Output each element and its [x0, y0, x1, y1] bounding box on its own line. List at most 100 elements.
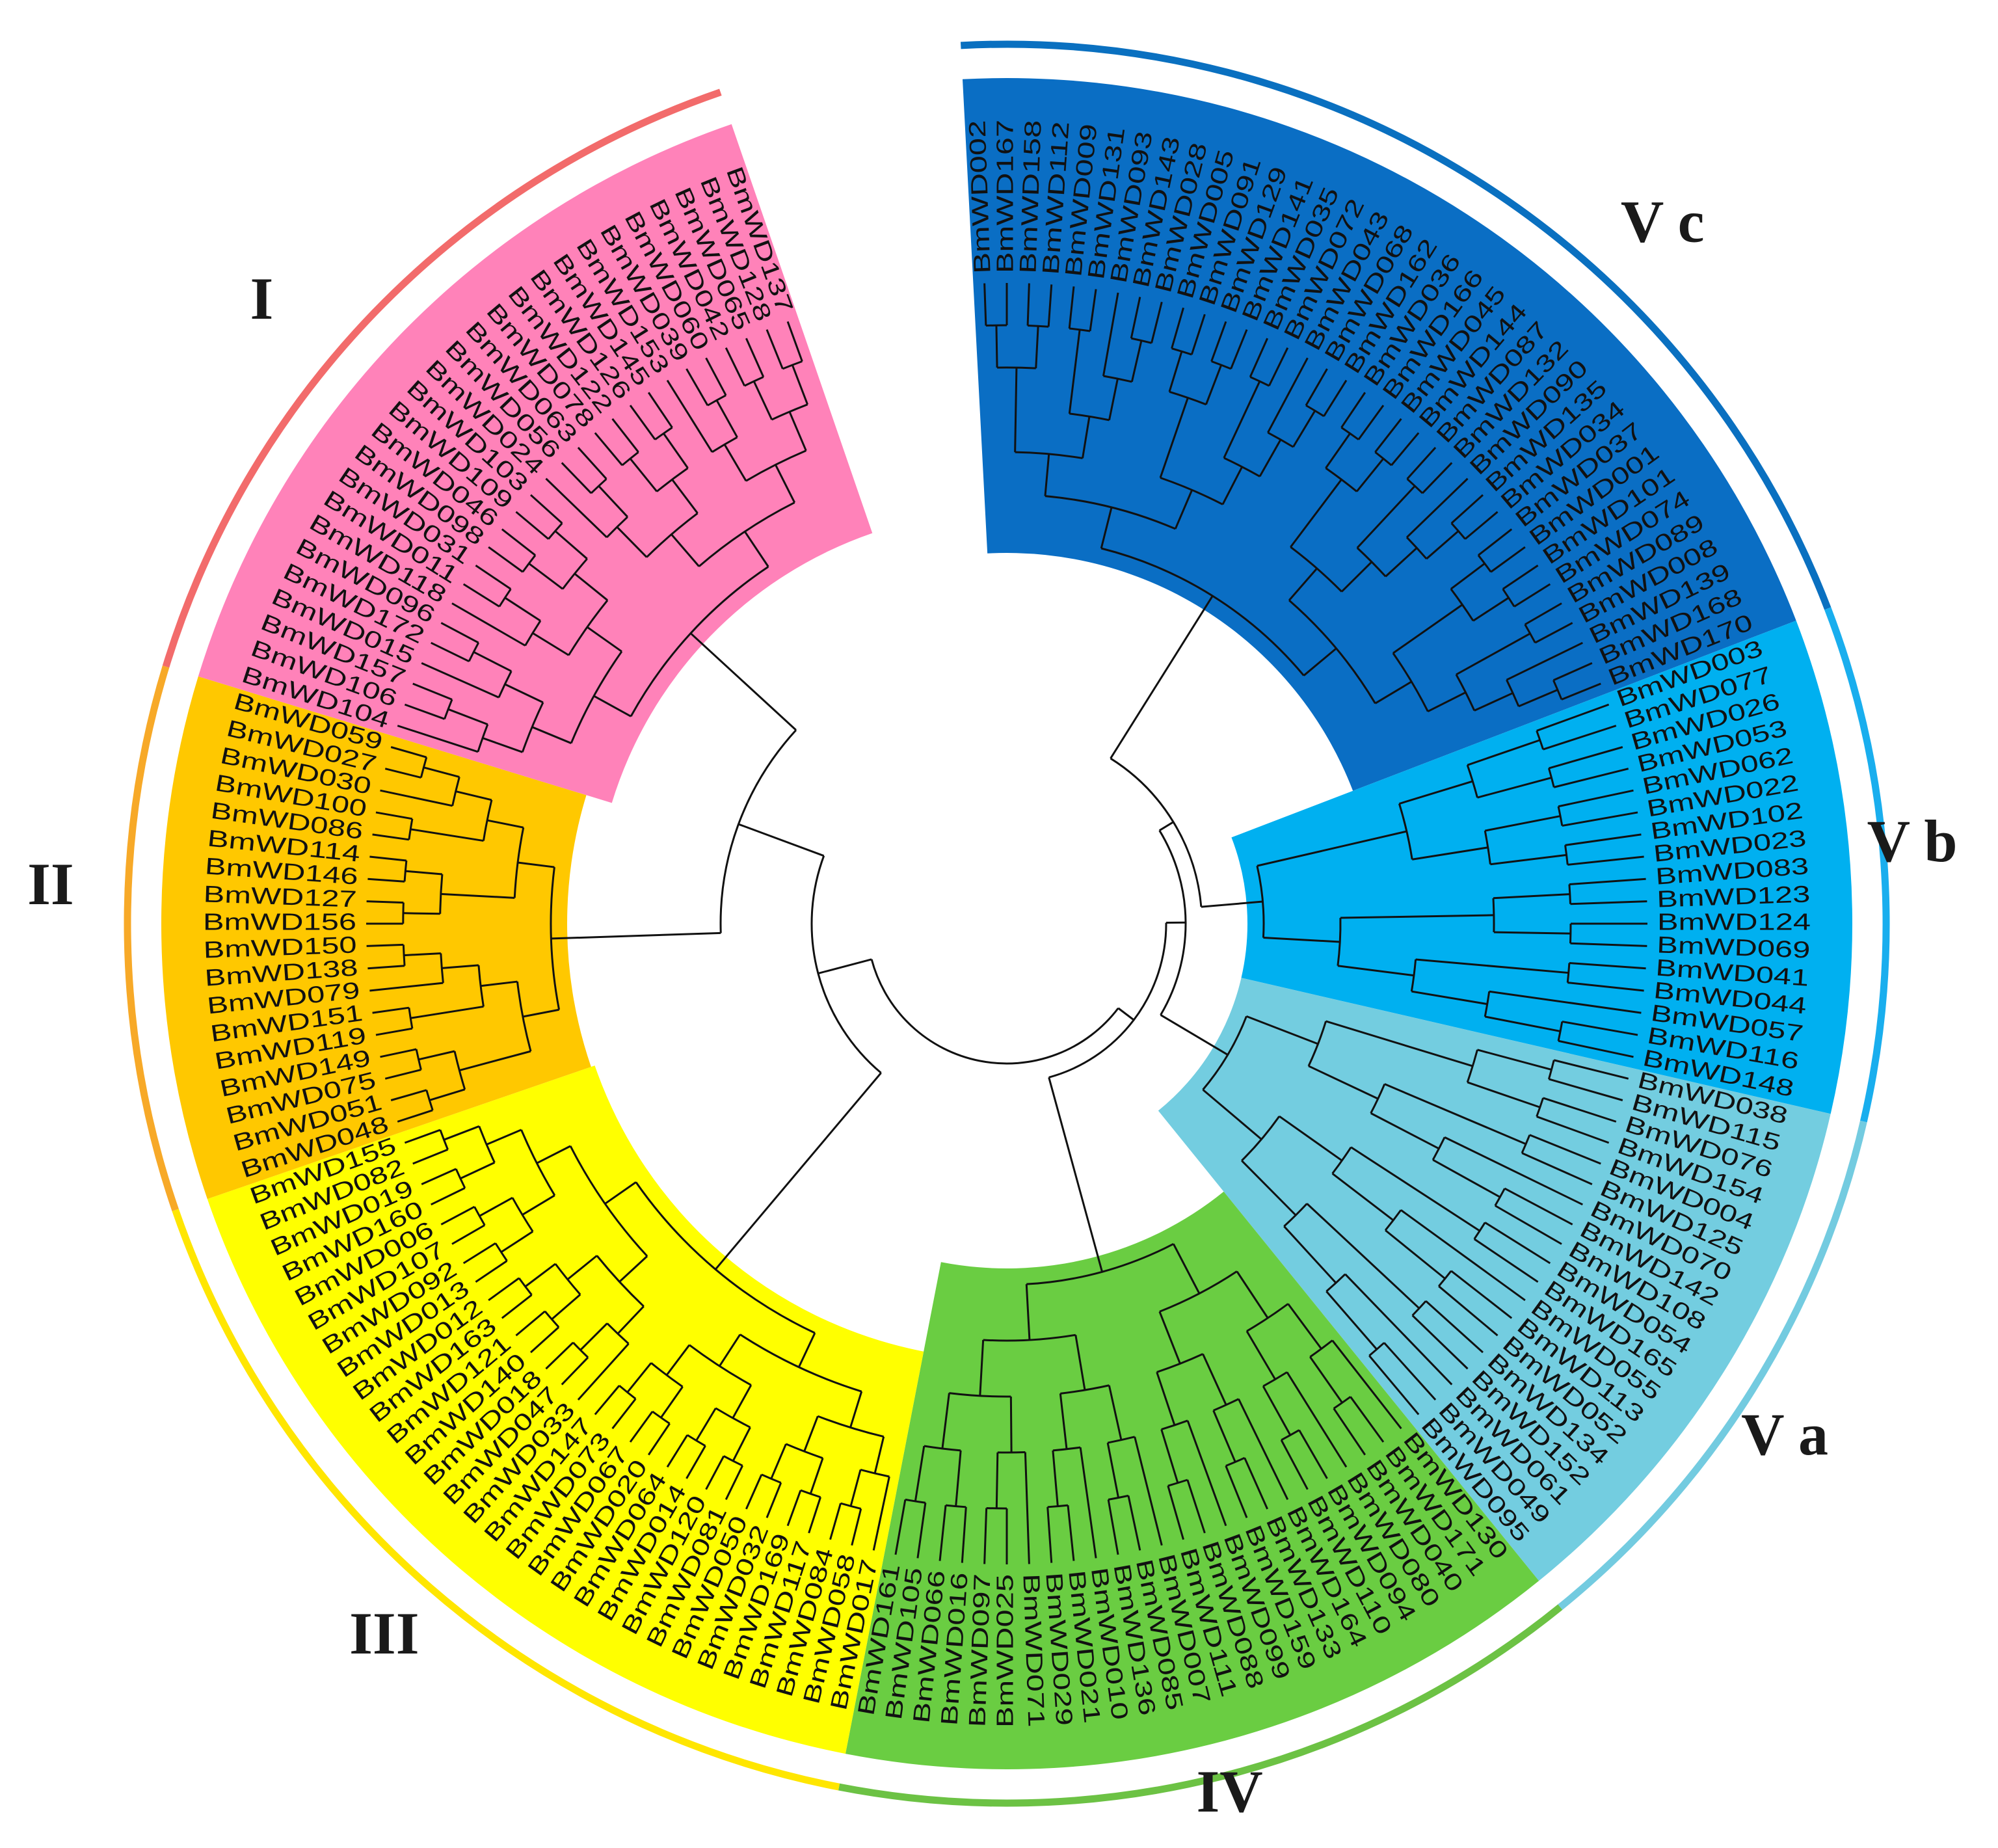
branch [719, 1333, 741, 1367]
leaf-label: BmWD097 [963, 1573, 995, 1728]
leaf-label: BmWD123 [1657, 880, 1811, 912]
branch [941, 1393, 950, 1449]
branch [1268, 347, 1289, 386]
branch [1028, 325, 1049, 328]
branch [384, 768, 421, 779]
branch [528, 563, 564, 590]
branch [1344, 1273, 1453, 1386]
branch [872, 1476, 890, 1551]
branch [462, 583, 500, 608]
branch [766, 329, 784, 369]
branch [480, 980, 518, 987]
branch [808, 1497, 821, 1534]
branch [404, 1129, 441, 1144]
branch [390, 746, 427, 758]
branch [529, 1326, 560, 1354]
branch [1484, 1015, 1561, 1032]
branch [1502, 564, 1539, 590]
branch [459, 1050, 531, 1071]
branch [1325, 1020, 1473, 1067]
branch [1305, 368, 1328, 407]
branch [1287, 1303, 1322, 1350]
branch [1159, 397, 1189, 478]
branch [849, 1391, 863, 1428]
branch [660, 1386, 684, 1419]
branch [1288, 567, 1318, 601]
branch [403, 952, 441, 957]
branch [1484, 991, 1491, 1017]
branch [1130, 340, 1143, 382]
branch [577, 446, 607, 480]
branch [894, 1499, 907, 1555]
branch [517, 861, 555, 868]
branch [431, 1187, 466, 1206]
branch [686, 368, 709, 407]
branch [468, 642, 480, 662]
branch [1167, 1485, 1184, 1540]
leaf-label: BmWD071 [1018, 1573, 1050, 1728]
branch [1110, 757, 1203, 907]
branch [619, 1384, 637, 1400]
branch [550, 866, 561, 1010]
branch [384, 1069, 421, 1080]
branch [577, 1343, 630, 1401]
branch [1450, 1270, 1513, 1319]
branch [1325, 467, 1358, 492]
branch [1292, 410, 1316, 448]
branch [1074, 1334, 1086, 1391]
branches [366, 283, 1647, 1564]
branch [1356, 485, 1416, 549]
branch [1513, 583, 1551, 608]
branch [1068, 329, 1081, 414]
branch [647, 392, 673, 429]
branch [1477, 1049, 1552, 1071]
clade-sector [1231, 621, 1852, 1114]
branch [447, 708, 488, 725]
branch [367, 877, 405, 883]
branch [818, 958, 872, 974]
branch [725, 1465, 743, 1500]
branch [671, 533, 700, 567]
branch [1385, 547, 1418, 578]
branch [1398, 780, 1473, 805]
branch [390, 1089, 427, 1101]
branch [1553, 1059, 1629, 1080]
branch [1307, 1021, 1327, 1067]
branch [945, 1504, 966, 1508]
branch [1536, 703, 1610, 732]
branch [1281, 1429, 1300, 1441]
branch [1561, 682, 1601, 701]
branch [1406, 446, 1437, 480]
leaf-label: BmWD156 [203, 909, 356, 935]
branch [440, 1205, 475, 1225]
branch [1280, 1440, 1309, 1490]
branch [1263, 937, 1340, 943]
branch [431, 641, 470, 663]
branch [598, 485, 628, 518]
branch [1477, 554, 1492, 573]
branch [518, 1277, 533, 1296]
branch [745, 1474, 763, 1510]
branch [366, 943, 404, 947]
branch [1210, 321, 1227, 362]
branch [423, 766, 460, 778]
branch [375, 811, 413, 820]
clade-ring [838, 1604, 1563, 1807]
branch [1473, 1238, 1539, 1283]
branch [1306, 1203, 1420, 1309]
branch [1262, 1386, 1292, 1436]
branch [1495, 1205, 1562, 1245]
branch [1082, 416, 1091, 459]
branch [797, 1332, 816, 1368]
branch [1052, 1450, 1059, 1507]
clade-label: V c [1621, 188, 1705, 254]
branch [1059, 1393, 1068, 1449]
branch [983, 1508, 988, 1564]
branch [570, 650, 623, 744]
branch [1484, 815, 1561, 832]
clade-sector [1158, 978, 1831, 1581]
branch [714, 1072, 882, 1270]
branch [745, 338, 765, 378]
branch [1211, 360, 1232, 370]
clade-ring [172, 1209, 840, 1791]
